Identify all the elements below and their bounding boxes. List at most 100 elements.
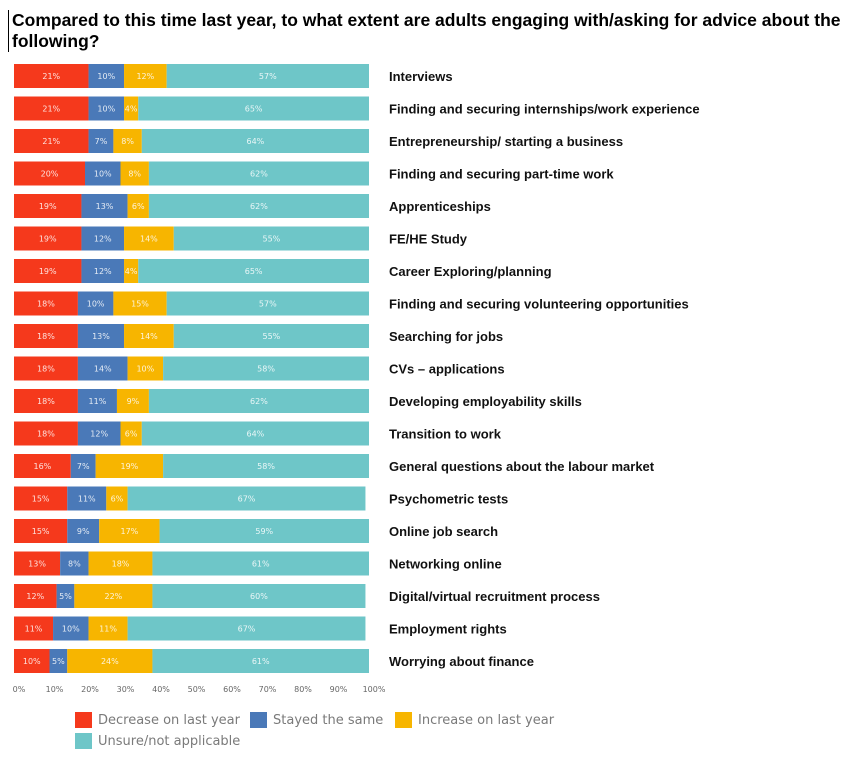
bar-segment (74, 584, 153, 608)
bar-segment (77, 356, 128, 381)
bar-segment (138, 259, 369, 283)
bar-value-label: 10% (97, 105, 115, 114)
bar-segment (95, 454, 164, 478)
category-label: Interviews (389, 69, 453, 84)
bar-value-label: 11% (99, 625, 117, 634)
bar-value-label: 14% (94, 365, 112, 374)
bar-segment (77, 389, 117, 413)
bar-value-label: 21% (42, 105, 60, 114)
bar-segment (148, 161, 369, 186)
bar-value-label: 57% (259, 72, 277, 81)
x-tick-label: 60% (223, 685, 241, 694)
bar-value-label: 62% (250, 397, 268, 406)
legend-label: Increase on last year (418, 712, 555, 728)
bar-value-label: 12% (94, 267, 112, 276)
legend-swatch (250, 712, 267, 728)
bar-segment (70, 454, 96, 478)
bar-value-label: 8% (128, 170, 141, 179)
category-label: CVs – applications (389, 362, 505, 377)
bar-segment (127, 194, 149, 218)
x-tick-label: 100% (363, 685, 386, 694)
bar-value-label: 24% (101, 657, 119, 666)
bar-segment (166, 291, 369, 316)
bar-segment (85, 161, 121, 186)
bar-segment (14, 551, 61, 576)
bar-segment (99, 519, 160, 543)
category-label: General questions about the labour marke… (389, 459, 655, 474)
bar-segment (49, 649, 68, 673)
x-tick-label: 20% (81, 685, 99, 694)
bar-segment (14, 389, 78, 413)
bar-value-label: 10% (97, 72, 115, 81)
bar-segment (14, 649, 50, 673)
bar-value-label: 18% (37, 365, 55, 374)
bar-segment (152, 649, 369, 673)
category-label: Apprenticeships (389, 199, 491, 214)
bar-value-label: 19% (39, 202, 57, 211)
category-label: Online job search (389, 524, 498, 539)
bar-segment (124, 259, 139, 283)
category-label: Developing employability skills (389, 394, 582, 409)
bar-segment (113, 129, 142, 153)
bar-value-label: 12% (90, 430, 108, 439)
bar-value-label: 9% (77, 527, 90, 536)
legend-label: Decrease on last year (98, 712, 240, 728)
bar-value-label: 5% (52, 657, 65, 666)
bar-value-label: 11% (25, 625, 43, 634)
bar-value-label: 19% (120, 462, 138, 471)
bar-value-label: 18% (37, 300, 55, 309)
x-tick-label: 10% (46, 685, 64, 694)
legend-swatch (75, 733, 92, 749)
chart-title-container: Compared to this time last year, to what… (8, 10, 842, 52)
bar-value-label: 10% (94, 170, 112, 179)
bar-value-label: 18% (37, 430, 55, 439)
bar-segment (53, 616, 89, 641)
bar-segment (14, 616, 54, 641)
bar-segment (88, 551, 153, 576)
bar-value-label: 12% (136, 72, 154, 81)
category-label: Employment rights (389, 622, 507, 637)
bar-segment (67, 519, 100, 543)
bar-value-label: 18% (37, 332, 55, 341)
bar-value-label: 18% (112, 560, 130, 569)
bar-value-label: 6% (125, 430, 138, 439)
bar-value-label: 19% (39, 267, 57, 276)
legend-swatch (395, 712, 412, 728)
bar-value-label: 10% (136, 365, 154, 374)
bar-value-label: 10% (62, 625, 80, 634)
bar-value-label: 19% (39, 235, 57, 244)
bar-value-label: 6% (132, 202, 145, 211)
bar-segment (152, 551, 369, 576)
bar-value-label: 67% (238, 625, 256, 634)
bar-value-label: 14% (140, 235, 158, 244)
bar-segment (14, 259, 82, 283)
bar-segment (81, 194, 128, 218)
category-label: Career Exploring/planning (389, 264, 552, 279)
bar-segment (88, 96, 125, 121)
bar-segment (127, 486, 366, 511)
bar-segment (14, 291, 78, 316)
bar-value-label: 62% (250, 170, 268, 179)
bar-value-label: 8% (68, 560, 81, 569)
bar-value-label: 12% (26, 592, 44, 601)
bar-segment (88, 64, 125, 88)
bar-segment (77, 324, 125, 348)
bar-value-label: 15% (32, 527, 50, 536)
legend-label: Stayed the same (273, 712, 384, 728)
bar-value-label: 6% (111, 495, 124, 504)
bar-segment (81, 259, 125, 283)
bar-segment (14, 129, 89, 153)
bar-segment (56, 584, 75, 608)
category-label: Worrying about finance (389, 654, 534, 669)
bar-segment (141, 421, 369, 446)
bar-value-label: 11% (89, 397, 107, 406)
bar-segment (67, 649, 153, 673)
bar-value-label: 8% (121, 137, 134, 146)
legend-swatch (75, 712, 92, 728)
bar-segment (14, 356, 78, 381)
bar-segment (14, 64, 89, 88)
bar-segment (14, 161, 85, 186)
x-tick-label: 70% (259, 685, 277, 694)
bar-segment (14, 96, 89, 121)
bar-segment (141, 129, 369, 153)
